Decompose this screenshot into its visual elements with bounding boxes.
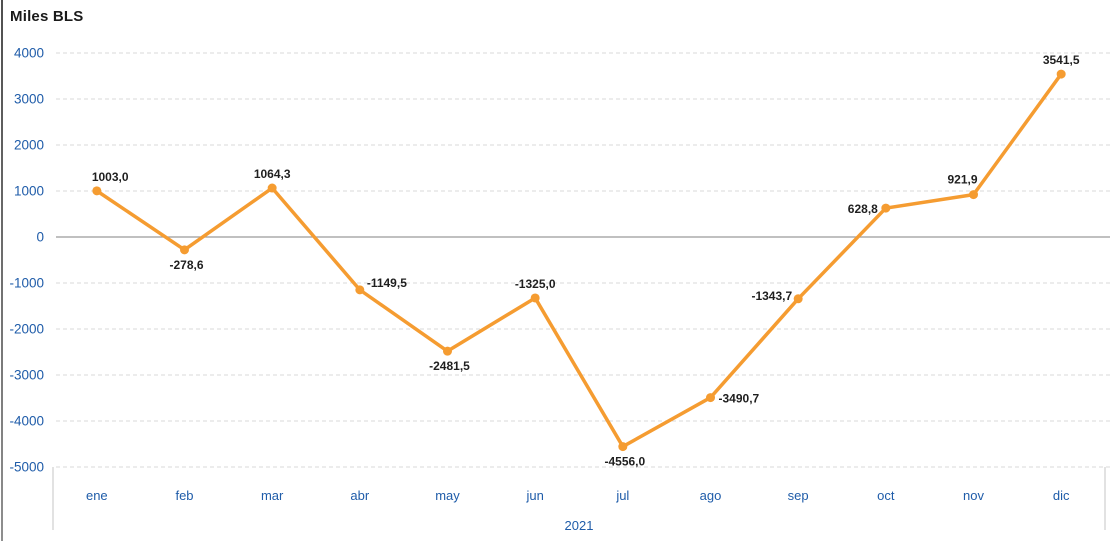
x-tick-label: sep [788, 488, 809, 503]
data-point-label: -1325,0 [515, 277, 556, 291]
x-tick-label: abr [350, 488, 369, 503]
data-point-marker [267, 183, 277, 193]
y-tick-label: 2000 [14, 138, 44, 153]
x-tick-label: may [435, 488, 460, 503]
series-line [95, 72, 1063, 449]
data-point-label: -2481,5 [429, 359, 470, 373]
data-point-label: -278,6 [169, 258, 203, 272]
data-point-marker [530, 293, 540, 303]
data-point-marker [443, 346, 452, 356]
data-point-label: 921,9 [947, 173, 977, 187]
data-point-label: 628,8 [848, 202, 878, 216]
window-left-edge [1, 0, 3, 541]
y-tick-label: 1000 [14, 184, 44, 199]
y-tick-label: 4000 [14, 46, 44, 61]
x-tick-label: jun [525, 488, 543, 503]
y-tick-label: -1000 [9, 276, 44, 291]
y-tick-label: 0 [36, 230, 44, 245]
x-tick-label: feb [175, 488, 193, 503]
x-tick-label: mar [261, 488, 284, 503]
data-point-label: 1064,3 [254, 167, 291, 181]
y-tick-label: -5000 [9, 460, 44, 475]
x-group-label: 2021 [565, 518, 594, 533]
y-tick-label: -2000 [9, 322, 44, 337]
chart-title: Miles BLS [10, 8, 84, 25]
data-point-marker [618, 442, 628, 452]
data-point-label: 3541,5 [1043, 53, 1080, 67]
data-point-label: 1003,0 [92, 170, 129, 184]
x-tick-label: ene [86, 488, 108, 503]
data-point-marker [180, 245, 189, 255]
data-point-marker [706, 393, 715, 403]
data-point-label: -4556,0 [604, 455, 645, 469]
data-point-marker [881, 203, 891, 213]
x-tick-label: dic [1053, 488, 1070, 503]
y-tick-label: 3000 [14, 92, 44, 107]
x-tick-label: jul [615, 488, 629, 503]
data-point-label: -3490,7 [719, 392, 760, 406]
y-tick-label: -4000 [9, 414, 44, 429]
data-point-marker [969, 190, 978, 200]
y-tick-label: -3000 [9, 368, 44, 383]
data-point-marker [355, 285, 365, 295]
data-point-marker [92, 186, 102, 196]
data-point-label: -1343,7 [751, 289, 792, 303]
x-tick-label: nov [963, 488, 984, 503]
data-point-marker [793, 294, 803, 304]
data-point-marker [1056, 69, 1066, 79]
data-point-label: -1149,5 [367, 276, 407, 290]
x-tick-label: ago [700, 488, 722, 503]
x-tick-label: oct [877, 488, 895, 503]
